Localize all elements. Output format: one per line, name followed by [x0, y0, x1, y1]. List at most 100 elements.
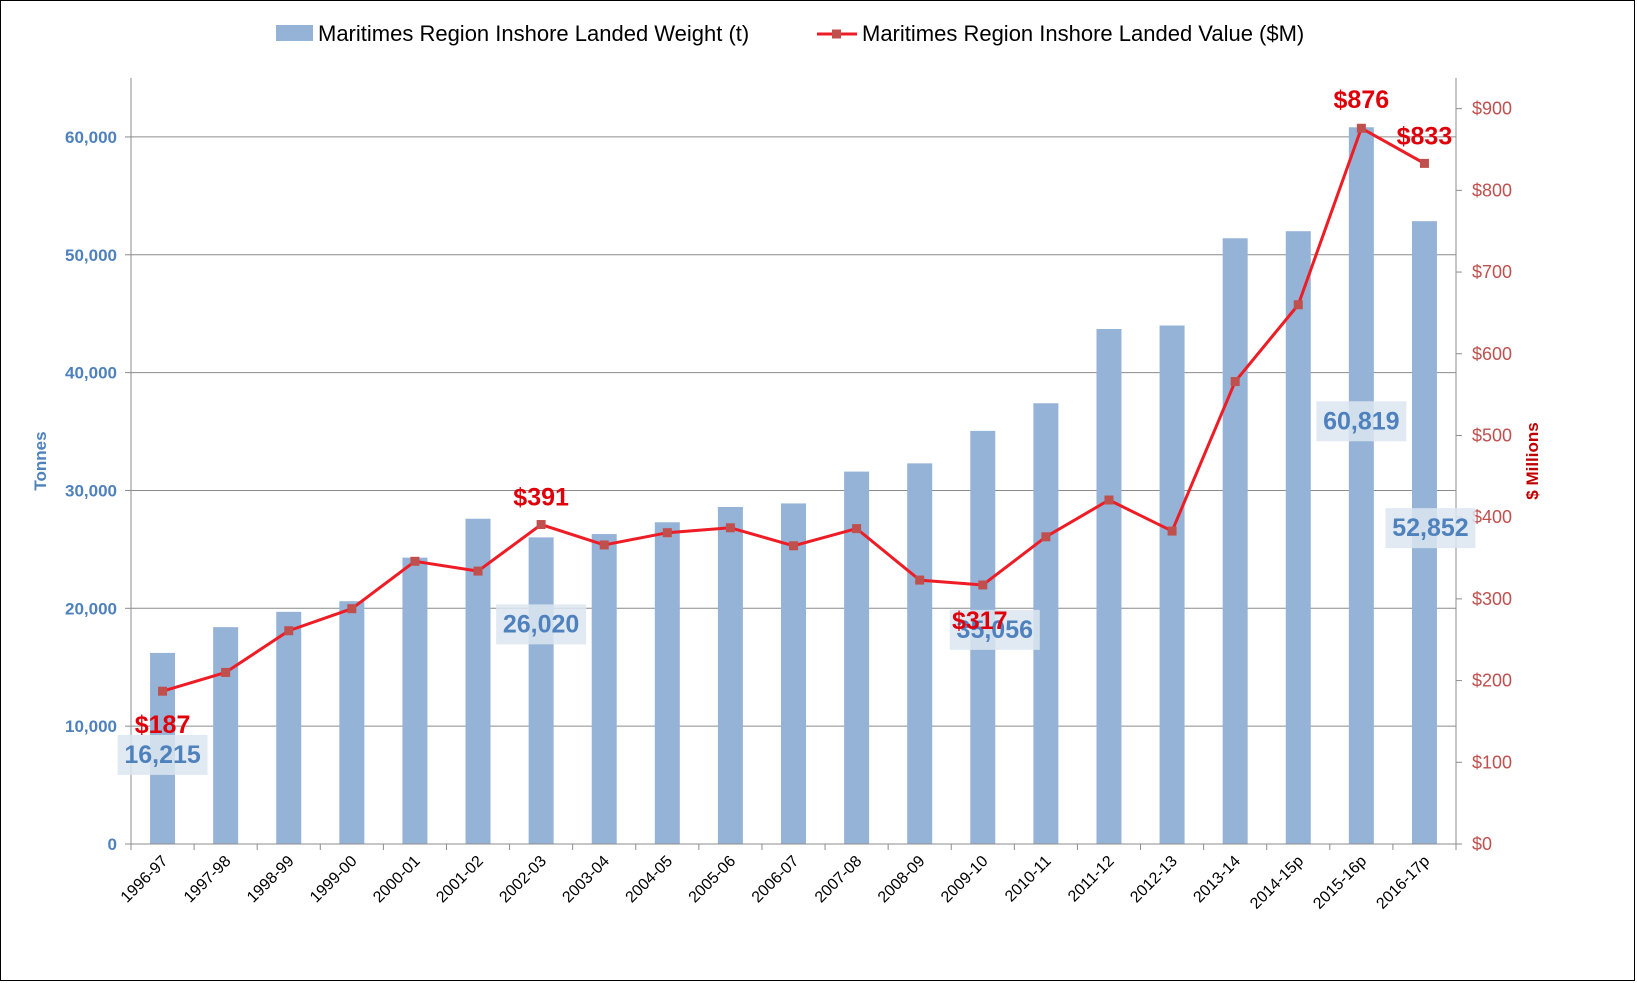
left-tick-label: 20,000	[65, 599, 117, 618]
left-tick-label: 40,000	[65, 364, 117, 383]
legend-swatch-value-marker	[832, 29, 841, 39]
x-tick-label: 2005-06	[686, 853, 740, 907]
x-tick-label: 1998-99	[244, 853, 298, 907]
bar-2008-09	[907, 463, 933, 844]
bar-2014-15p	[1285, 231, 1311, 844]
value-label: $187	[135, 711, 191, 739]
right-tick-label: $700	[1472, 262, 1512, 282]
left-tick-label: 50,000	[65, 246, 117, 265]
value-label: $876	[1334, 86, 1390, 114]
right-tick-label: $500	[1472, 425, 1512, 445]
bar-series	[150, 127, 1437, 845]
weight-label: 52,852	[1392, 514, 1468, 542]
x-tick-label: 2014-15p	[1247, 853, 1307, 913]
value-marker-1999-00	[347, 604, 357, 614]
bar-2004-05	[654, 522, 680, 844]
weight-label: 16,215	[124, 741, 201, 769]
x-tick-label: 2011-12	[1065, 853, 1118, 906]
weight-label-box	[496, 604, 587, 645]
x-tick-label: 2015-16p	[1310, 853, 1370, 913]
bar-2012-13	[1159, 325, 1185, 844]
value-marker-2008-09	[915, 575, 925, 585]
value-marker-2007-08	[852, 524, 862, 534]
value-marker-1998-99	[284, 626, 294, 636]
x-tick-label: 2016-17p	[1373, 853, 1433, 913]
right-tick-label: $800	[1472, 180, 1512, 200]
bar-1998-99	[276, 611, 302, 844]
x-tick-label: 2008-09	[875, 853, 929, 907]
value-marker-2005-06	[725, 523, 735, 533]
weight-label: 60,819	[1323, 407, 1399, 435]
value-marker-1996-97	[158, 686, 168, 696]
x-tick-label: 2004-05	[623, 853, 677, 907]
x-tick-label: 1997-98	[181, 853, 235, 907]
left-tick-label: 10,000	[65, 717, 117, 736]
weight-label-box	[949, 609, 1040, 650]
x-tick-label: 2007-08	[812, 853, 866, 907]
bar-2005-06	[717, 506, 743, 844]
data-labels: 16,215 26,020 35,056 60,819 52,852 $187 $391 $3…	[117, 86, 1476, 775]
right-tick-label: $200	[1472, 671, 1512, 691]
bar-1999-00	[339, 601, 365, 844]
x-tick-label: 2013-14	[1190, 853, 1244, 907]
right-tick-label: $100	[1472, 752, 1512, 772]
right-tick-label: $900	[1472, 99, 1512, 119]
bar-2011-12	[1096, 329, 1122, 844]
value-marker-2015-16p	[1356, 123, 1366, 133]
value-marker-2012-13	[1167, 526, 1177, 536]
bar-2015-16p	[1348, 127, 1374, 844]
value-marker-2010-11	[1041, 532, 1051, 542]
value-marker-2013-14	[1230, 377, 1240, 387]
left-tick-label: 0	[108, 835, 117, 854]
right-axis-title: $ Millions	[1523, 422, 1542, 499]
value-marker-2009-10	[978, 580, 988, 590]
legend-swatch-weight	[276, 25, 313, 41]
bar-2000-01	[402, 557, 428, 844]
legend: Maritimes Region Inshore Landed Weight (…	[276, 21, 1304, 46]
value-marker-2014-15p	[1293, 300, 1303, 310]
left-axis-title: Tonnes	[31, 431, 50, 490]
right-tick-label: $300	[1472, 589, 1512, 609]
right-tick-label: $0	[1472, 834, 1492, 854]
value-marker-2002-03	[536, 520, 546, 530]
legend-label-value: Maritimes Region Inshore Landed Value ($…	[862, 21, 1304, 46]
value-marker-2016-17p	[1419, 158, 1429, 168]
bar-2006-07	[781, 503, 806, 844]
value-marker-2003-04	[599, 540, 609, 550]
left-tick-label: 60,000	[65, 128, 117, 147]
x-tick-label: 2010-11	[1002, 853, 1055, 906]
x-tick-label: 1999-00	[307, 853, 361, 907]
weight-label-box	[1385, 508, 1476, 549]
line-series	[158, 123, 1429, 696]
x-tick-label: 2000-01	[370, 853, 424, 907]
left-tick-label: 30,000	[65, 481, 117, 500]
x-tick-label: 1996-97	[118, 853, 172, 907]
value-marker-1997-98	[221, 667, 231, 677]
bar-2002-03	[528, 537, 554, 844]
value-marker-2004-05	[662, 528, 672, 538]
right-tick-label: $600	[1472, 344, 1512, 364]
weight-label-box	[1316, 401, 1407, 442]
value-label: $833	[1397, 122, 1453, 150]
value-label: $317	[952, 607, 1008, 635]
x-tick-label: 2003-04	[560, 853, 614, 907]
bar-2003-04	[591, 534, 617, 844]
x-tick-label: 2006-07	[749, 853, 803, 907]
bar-1997-98	[213, 627, 239, 844]
weight-label-box	[117, 734, 208, 775]
value-marker-2011-12	[1104, 495, 1114, 505]
x-tick-label: 2001-02	[433, 853, 487, 907]
value-marker-2000-01	[410, 556, 420, 566]
value-marker-2006-07	[789, 541, 798, 551]
value-marker-2001-02	[473, 566, 483, 576]
value-label: $391	[513, 484, 569, 512]
x-tick-label: 2012-13	[1127, 853, 1181, 907]
x-tick-label: 2002-03	[496, 853, 550, 907]
x-tick-label: 2009-10	[938, 853, 992, 907]
weight-label: 26,020	[503, 610, 579, 638]
legend-label-weight: Maritimes Region Inshore Landed Weight (…	[318, 21, 749, 46]
weight-label: 35,056	[957, 616, 1033, 644]
right-tick-label: $400	[1472, 507, 1512, 527]
